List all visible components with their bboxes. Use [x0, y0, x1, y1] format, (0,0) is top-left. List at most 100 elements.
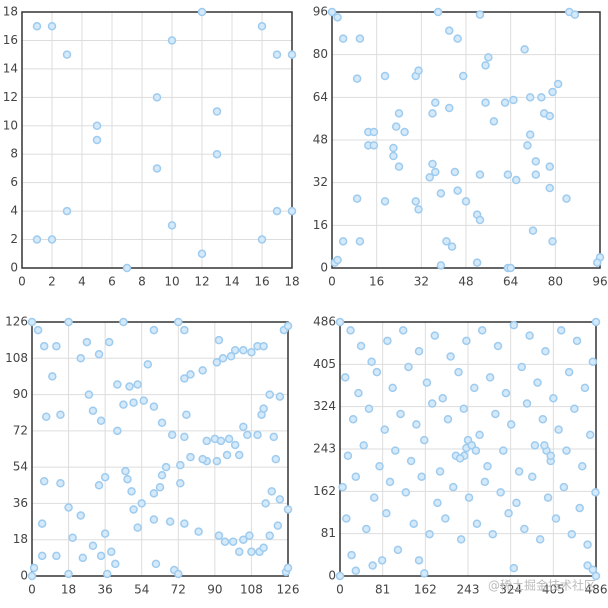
- point: [446, 352, 455, 361]
- point: [39, 341, 49, 351]
- point: [257, 21, 267, 31]
- point: [400, 127, 409, 137]
- point: [333, 13, 342, 22]
- point: [139, 396, 148, 405]
- y-tick-label: 90: [13, 387, 28, 401]
- point: [338, 237, 348, 246]
- point: [37, 519, 47, 528]
- y-tick-label: 0: [20, 569, 28, 583]
- point: [338, 34, 348, 43]
- point: [125, 382, 134, 391]
- y-tick-label: 486: [313, 315, 336, 329]
- point: [267, 487, 276, 496]
- point: [436, 261, 446, 270]
- point: [454, 367, 463, 377]
- x-tick-label: 324: [499, 583, 522, 597]
- point: [259, 404, 268, 413]
- plot-frame: [339, 321, 597, 577]
- point: [335, 317, 345, 327]
- point: [234, 450, 244, 460]
- point: [76, 511, 86, 520]
- point: [64, 503, 73, 512]
- x-tick-label: 0: [28, 583, 36, 597]
- point: [333, 255, 342, 265]
- point: [450, 167, 460, 177]
- point: [592, 258, 602, 267]
- x-tick-label: 12: [194, 275, 209, 289]
- point: [137, 499, 146, 508]
- point: [501, 388, 511, 398]
- point: [283, 563, 293, 573]
- point: [570, 10, 580, 19]
- point: [430, 331, 440, 340]
- x-tick-label: 0: [18, 275, 26, 289]
- point: [56, 479, 65, 488]
- y-tick-label: 108: [5, 351, 28, 365]
- point: [287, 206, 297, 216]
- point: [417, 472, 426, 481]
- y-tick-label: 16: [313, 218, 328, 232]
- point: [272, 50, 282, 59]
- point: [182, 410, 191, 419]
- point: [152, 93, 162, 102]
- point: [167, 221, 177, 230]
- point: [414, 556, 424, 565]
- point: [462, 336, 471, 346]
- point: [467, 441, 476, 450]
- point: [406, 456, 416, 466]
- point: [355, 237, 365, 246]
- point: [449, 482, 458, 492]
- point: [152, 164, 162, 173]
- point: [121, 466, 130, 476]
- point: [588, 565, 598, 574]
- point: [522, 399, 532, 408]
- point: [180, 374, 189, 383]
- point: [428, 159, 437, 169]
- point: [585, 430, 595, 440]
- point: [554, 425, 563, 434]
- point: [32, 21, 42, 31]
- point: [47, 21, 57, 31]
- point: [520, 45, 529, 54]
- point: [348, 414, 358, 424]
- point: [425, 173, 434, 182]
- point: [391, 446, 400, 455]
- point: [64, 569, 73, 579]
- point: [259, 543, 268, 553]
- point: [76, 354, 86, 363]
- point: [155, 483, 165, 492]
- point: [512, 498, 521, 508]
- point: [391, 122, 401, 131]
- point: [343, 451, 353, 461]
- point: [327, 7, 337, 17]
- point: [352, 74, 362, 83]
- point: [372, 367, 382, 377]
- point: [394, 109, 404, 118]
- point: [64, 317, 73, 327]
- point: [96, 416, 106, 426]
- point: [265, 390, 274, 399]
- point: [354, 388, 363, 398]
- point: [525, 331, 534, 340]
- point: [94, 350, 104, 359]
- point: [257, 235, 267, 244]
- point: [472, 258, 482, 267]
- point: [216, 436, 226, 446]
- point: [212, 149, 222, 159]
- point: [194, 527, 203, 536]
- point: [394, 162, 404, 171]
- point: [197, 7, 207, 17]
- point: [338, 482, 347, 492]
- point: [113, 380, 122, 389]
- point: [562, 194, 571, 203]
- point: [247, 347, 256, 357]
- point: [220, 537, 230, 546]
- point: [433, 498, 442, 508]
- y-tick-label: 16: [3, 33, 18, 47]
- point: [245, 531, 254, 540]
- point: [226, 352, 236, 361]
- point: [127, 487, 136, 496]
- point: [275, 495, 285, 504]
- point: [567, 529, 577, 539]
